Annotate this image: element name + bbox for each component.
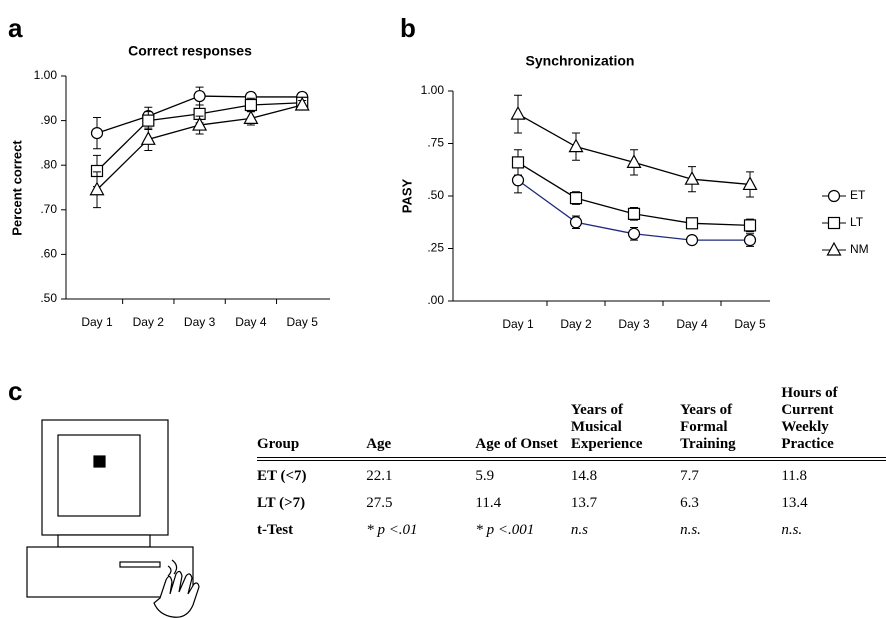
- y-tick-label: .00: [427, 293, 444, 307]
- column-header: Group: [257, 385, 366, 459]
- legend-marker: [828, 243, 841, 255]
- column-header: Hours of Current Weekly Practice: [781, 385, 886, 459]
- table-cell: 14.8: [571, 459, 680, 488]
- panel-label: b: [400, 13, 416, 43]
- marker: [513, 175, 524, 186]
- table-cell: 11.4: [475, 488, 571, 515]
- marker: [629, 208, 640, 219]
- x-tick-label: Day 5: [734, 317, 766, 331]
- marker: [512, 107, 525, 119]
- y-tick-label: .50: [40, 291, 57, 305]
- y-axis-label: Percent correct: [9, 140, 24, 236]
- computer-illustration: [27, 420, 199, 617]
- column-header: Age: [366, 385, 475, 459]
- marker: [194, 91, 205, 102]
- y-tick-label: .70: [40, 202, 57, 216]
- y-axis-label: PASY: [399, 178, 414, 213]
- table-cell: n.s: [571, 515, 680, 542]
- chart-title: Synchronization: [526, 53, 635, 69]
- chart-title: Correct responses: [128, 43, 252, 59]
- table-cell: 22.1: [366, 459, 475, 488]
- x-tick-label: Day 4: [676, 317, 708, 331]
- marker: [92, 128, 103, 139]
- table-cell: * p <.01: [366, 515, 475, 542]
- table-cell: * p <.001: [475, 515, 571, 542]
- panel-label: a: [8, 13, 23, 43]
- y-tick-label: 1.00: [421, 83, 445, 97]
- legend-label: ET: [850, 188, 866, 202]
- x-tick-label: Day 1: [502, 317, 534, 331]
- column-header: Years of Formal Training: [680, 385, 781, 459]
- x-tick-label: Day 3: [184, 315, 216, 329]
- table-cell: 13.4: [781, 488, 886, 515]
- table-cell: 13.7: [571, 488, 680, 515]
- marker: [745, 220, 756, 231]
- x-tick-label: Day 4: [235, 315, 267, 329]
- table-cell: n.s.: [680, 515, 781, 542]
- y-tick-label: .25: [427, 241, 444, 255]
- y-tick-label: .60: [40, 247, 57, 261]
- x-tick-label: Day 5: [287, 315, 319, 329]
- y-tick-label: .80: [40, 157, 57, 171]
- legend-label: NM: [850, 242, 869, 256]
- table-cell: t-Test: [257, 515, 366, 542]
- legend-label: LT: [850, 215, 864, 229]
- table-cell: 27.5: [366, 488, 475, 515]
- marker: [687, 235, 698, 246]
- marker: [687, 218, 698, 229]
- legend-marker: [829, 191, 840, 202]
- table-cell: 7.7: [680, 459, 781, 488]
- page: a b c Correct responses Percent correct .5…: [0, 0, 886, 618]
- table-cell: 5.9: [475, 459, 571, 488]
- y-tick-label: 1.00: [34, 68, 58, 82]
- x-tick-label: Day 2: [133, 315, 165, 329]
- y-tick-label: .90: [40, 113, 57, 127]
- marker: [245, 99, 256, 110]
- x-tick-label: Day 1: [81, 315, 113, 329]
- table-cell: LT (>7): [257, 488, 366, 515]
- table-cell: 6.3: [680, 488, 781, 515]
- legend-marker: [829, 218, 840, 229]
- marker: [571, 193, 582, 204]
- y-tick-label: .75: [427, 136, 444, 150]
- marker: [143, 115, 154, 126]
- table-cell: n.s.: [781, 515, 886, 542]
- y-tick-label: .50: [427, 188, 444, 202]
- table-cell: 11.8: [781, 459, 886, 488]
- x-tick-label: Day 2: [560, 317, 592, 331]
- marker: [513, 157, 524, 168]
- column-header: Years of Musical Experience: [571, 385, 680, 459]
- x-tick-label: Day 3: [618, 317, 650, 331]
- marker: [570, 140, 583, 152]
- marker: [629, 228, 640, 239]
- table-cell: ET (<7): [257, 459, 366, 488]
- column-header: Age of Onset: [475, 385, 571, 459]
- panel-label: c: [8, 376, 22, 406]
- marker: [745, 235, 756, 246]
- marker: [571, 217, 582, 228]
